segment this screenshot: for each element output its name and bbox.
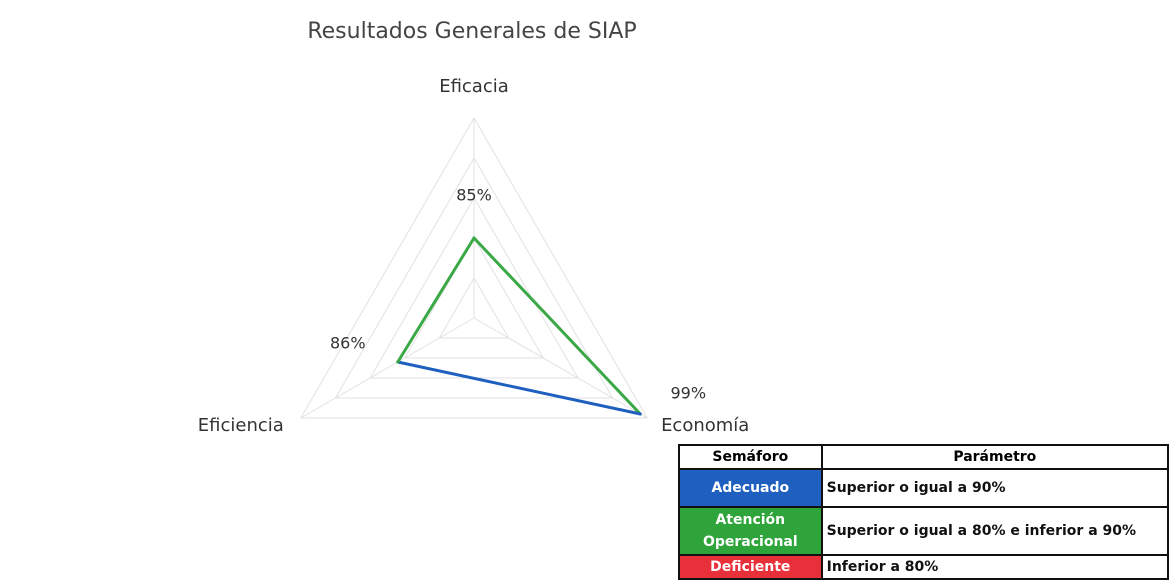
- axis-label: Eficacia: [439, 76, 509, 97]
- axis-spoke: [473, 317, 648, 419]
- axis-label: Eficiencia: [198, 415, 284, 436]
- status-cell: Adecuado: [678, 468, 823, 508]
- data-label: 86%: [330, 334, 366, 353]
- data-label: 99%: [670, 384, 706, 403]
- radar-segment: [396, 360, 642, 416]
- grid-ring: [334, 157, 614, 399]
- parameter-cell: Superior o igual a 90%: [820, 468, 1169, 508]
- status-cell: Atención Operacional: [678, 506, 823, 556]
- chart-title: Resultados Generales de SIAP: [307, 19, 636, 44]
- parameter-cell: Superior o igual a 80% e inferior a 90%: [820, 506, 1169, 556]
- axis-spoke: [300, 317, 475, 419]
- status-cell: Deficiente: [678, 554, 823, 580]
- header-cell: Parámetro: [820, 444, 1169, 470]
- table-row: Atención Operacional Superior o igual a 8…: [678, 506, 1169, 556]
- grid-ring: [403, 237, 545, 359]
- grid-ring: [299, 116, 649, 419]
- radar-segment: [472, 236, 642, 416]
- radar-segment: [396, 236, 476, 364]
- table-row: Deficiente Inferior a 80%: [678, 554, 1169, 580]
- legend-table: Semáforo Parámetro Adecuado Superior o ig…: [678, 444, 1169, 580]
- header-row: Semáforo Parámetro: [678, 444, 1169, 470]
- table-row: Adecuado Superior o igual a 90%: [678, 468, 1169, 508]
- header-cell: Semáforo: [678, 444, 823, 470]
- data-label: 85%: [456, 186, 492, 205]
- grid-ring: [438, 277, 510, 339]
- parameter-cell: Inferior a 80%: [820, 554, 1169, 580]
- axis-label: Economía: [661, 415, 749, 436]
